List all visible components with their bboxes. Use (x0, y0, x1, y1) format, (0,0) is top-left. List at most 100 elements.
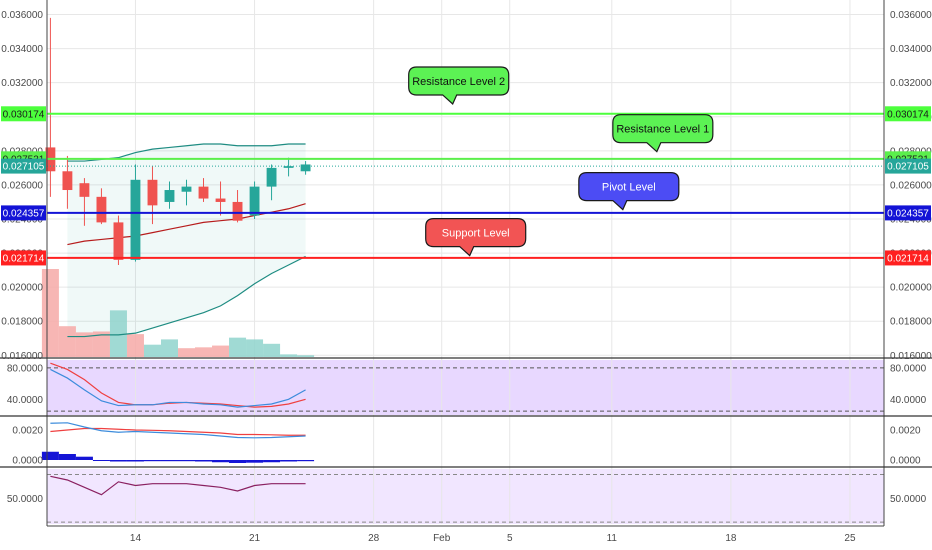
price-tick-left: 0.032000 (1, 78, 43, 89)
grid (47, 0, 884, 524)
price-tick-left: 0.020000 (1, 283, 43, 294)
volume-bar (160, 339, 178, 357)
candle-body (249, 186, 260, 216)
volume-bar (143, 344, 161, 357)
price-tick-left: 0.034000 (1, 44, 43, 55)
last-price-badge (885, 158, 931, 174)
volume-bars (41, 269, 315, 357)
candle-body (96, 196, 107, 223)
macd-histogram-bar (280, 460, 298, 462)
x-tick-label: Feb (433, 533, 451, 544)
price-tick-right: 0.034000 (890, 44, 932, 55)
candle-body (62, 171, 73, 191)
price-tick-right: 0.032000 (890, 78, 932, 89)
bollinger-band-fill (67, 144, 306, 337)
price-tick-right: 0.018000 (890, 317, 932, 328)
candle-body (198, 186, 209, 199)
macd-histogram-bar (160, 460, 178, 462)
price-tick-right: 0.016000 (890, 351, 932, 362)
last-price-badge (1, 158, 46, 174)
callout-bubble (578, 172, 680, 211)
rsi-tick-left: 80.0000 (7, 363, 44, 374)
callout-label: Support Level (442, 228, 510, 240)
price-tick-right: 0.020000 (890, 283, 932, 294)
x-tick-label: 18 (725, 533, 737, 544)
pane-frames (0, 0, 932, 527)
macd-tick-left: 0.0020 (12, 426, 43, 437)
macd-histogram-bar (177, 460, 196, 462)
volume-bar (58, 326, 76, 357)
x-tick-label: 28 (368, 533, 380, 544)
candles (45, 17, 311, 265)
macd-histogram-bar (58, 454, 76, 460)
x-tick-label: 21 (249, 533, 261, 544)
macd-tick-left: 0.0000 (12, 456, 43, 467)
x-tick-label: 5 (507, 533, 513, 544)
candle-body (300, 164, 311, 172)
price-tick-left: 0.026000 (1, 180, 43, 191)
level-badge-label: 0.024357 (887, 208, 929, 219)
macd-histogram-bar (263, 460, 281, 463)
candle-body (164, 190, 175, 202)
candle-body (113, 222, 124, 260)
macd-histogram-bar (109, 460, 127, 462)
price-badges: 0.0301740.0301740.0275310.0275310.024357… (1, 106, 931, 266)
rsi-tick-right: 40.0000 (890, 395, 927, 406)
macd-signal-line (50, 427, 306, 436)
macd-pane (41, 422, 315, 463)
level-badge-label: 0.030174 (887, 109, 929, 120)
candle-body (232, 201, 243, 221)
osc-background (47, 469, 884, 524)
candle-body (147, 179, 158, 206)
bollinger-fill (67, 144, 306, 337)
level-badge-label: 0.024357 (3, 208, 45, 219)
callout-bubble (612, 114, 714, 153)
price-tick-right: 0.026000 (890, 180, 932, 191)
macd-histogram-bar (126, 460, 144, 462)
rsi-tick-left: 40.0000 (7, 395, 44, 406)
macd-histogram-bar (297, 460, 315, 462)
level-badge-label: 0.021714 (887, 253, 929, 264)
level-badge (885, 250, 931, 266)
callout-bubble (425, 218, 527, 257)
x-tick-label: 11 (607, 533, 618, 544)
volume-bar (263, 343, 281, 357)
macd-histogram-bar (229, 460, 247, 463)
macd-histogram-bar (212, 460, 230, 463)
candle-body (283, 166, 294, 168)
volume-bar (212, 345, 230, 357)
rsi-pane (47, 362, 884, 412)
callout-label: Resistance Level 2 (412, 76, 505, 88)
candle-body (266, 167, 277, 187)
osc-tick-left: 50.0000 (7, 494, 44, 505)
volume-bar (297, 355, 315, 357)
candle-body (79, 183, 90, 197)
macd-histogram-bar (246, 460, 264, 463)
price-tick-left: 0.036000 (1, 10, 43, 21)
volume-bar (126, 334, 144, 357)
macd-histogram-bar (75, 456, 93, 460)
price-tick-right: 0.036000 (890, 10, 932, 21)
price-tick-left: 0.018000 (1, 317, 43, 328)
macd-histogram-bar (41, 451, 59, 460)
volume-bar (229, 337, 247, 357)
volume-bar (41, 269, 59, 357)
level-badge (885, 205, 931, 221)
rsi-tick-right: 80.0000 (890, 363, 927, 374)
macd-histogram-bar (195, 460, 213, 462)
volume-bar (92, 331, 110, 357)
level-lines (47, 112, 884, 259)
level-badge-label: 0.030174 (3, 109, 45, 120)
macd-line (50, 422, 306, 439)
candle-body (215, 198, 226, 202)
level-badge (885, 106, 931, 122)
volume-bar (195, 347, 213, 357)
macd-tick-right: 0.0000 (890, 456, 921, 467)
last-price-badge-label: 0.027105 (3, 162, 45, 173)
osc-tick-right: 50.0000 (890, 494, 927, 505)
volume-bar (177, 348, 196, 357)
osc-line (50, 475, 306, 496)
callout-label: Pivot Level (602, 182, 656, 194)
price-tick-left: 0.016000 (1, 351, 43, 362)
